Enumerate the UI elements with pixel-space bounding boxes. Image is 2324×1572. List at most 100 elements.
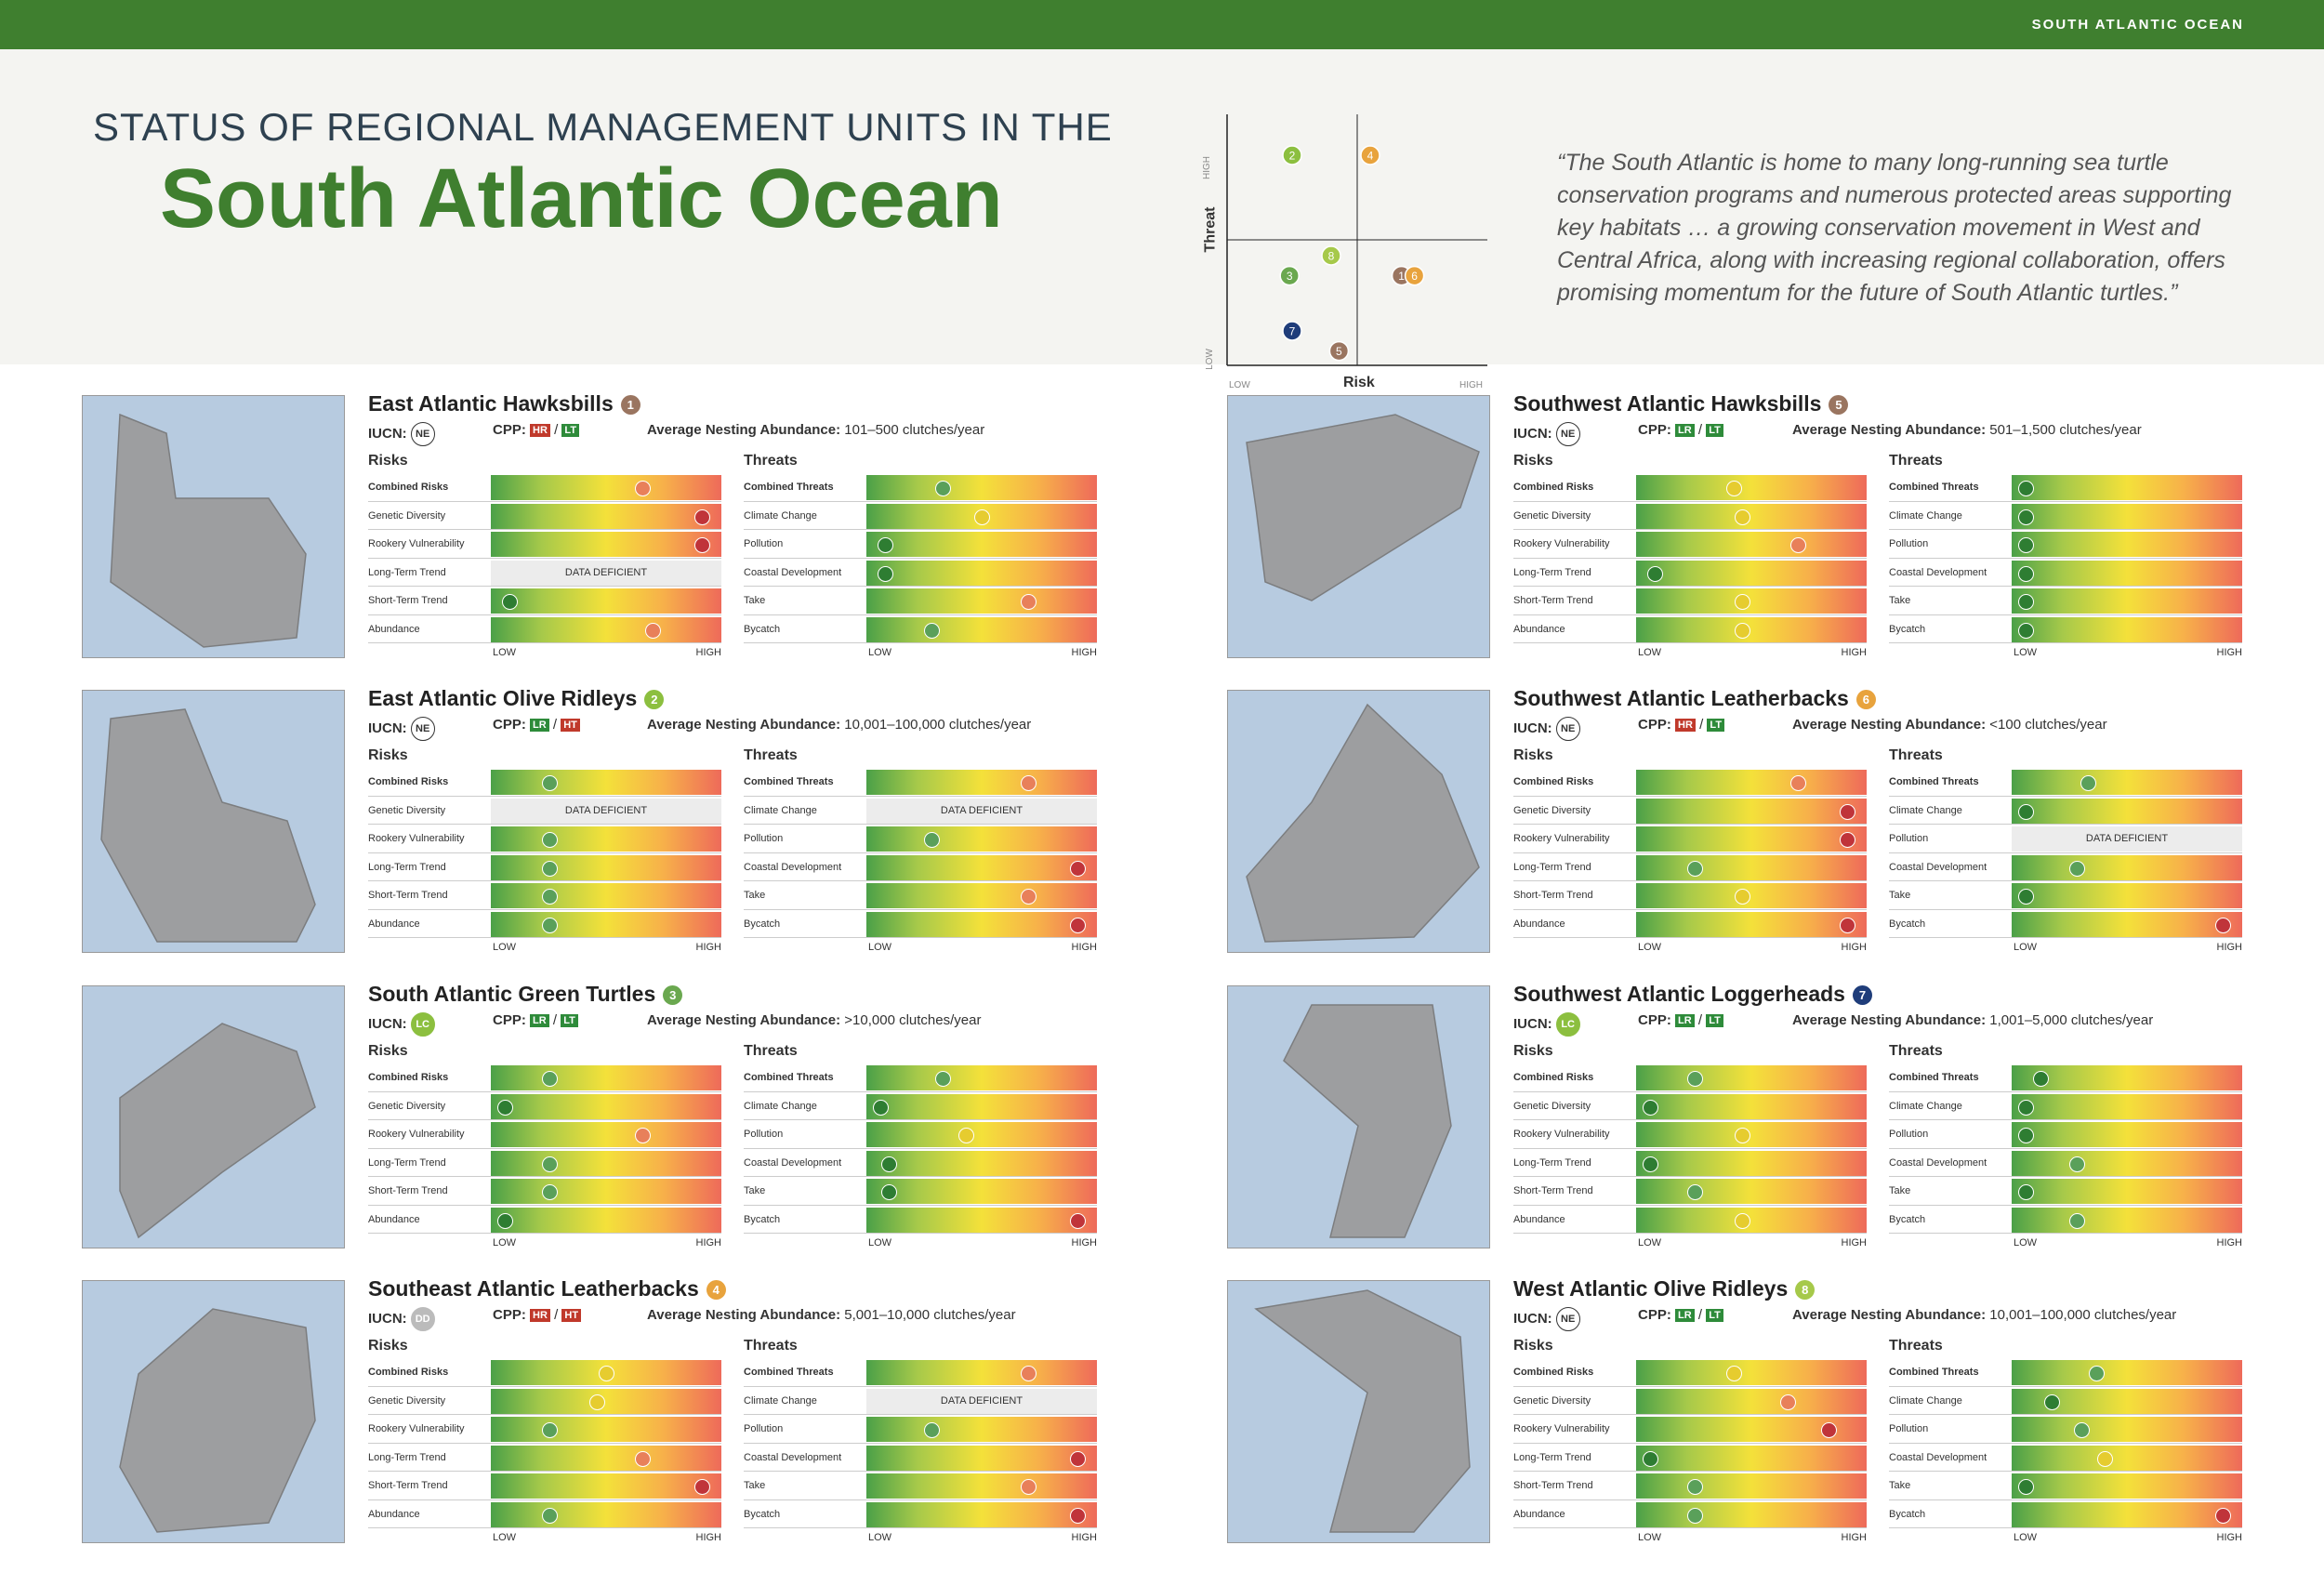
risks-row: Combined Risks [368, 1063, 721, 1092]
rating-dot [1820, 1422, 1837, 1438]
rating-dot [542, 1184, 559, 1200]
rmu-info-row: IUCN: NE CPP: LR / LT Average Nesting Abund… [1513, 422, 2276, 446]
threats-row: Combined Threats [744, 473, 1097, 502]
rating-gradient-bar [1636, 1065, 1867, 1090]
risks-row: Genetic Diversity [1513, 1092, 1867, 1120]
ana-label: Average Nesting Abundance: [647, 1307, 841, 1323]
ana-value: 10,001–100,000 clutches/year [844, 717, 1032, 733]
risks-row: Long-Term Trend [368, 1149, 721, 1177]
threats-row-label: Take [1889, 595, 1911, 606]
risks-row-label: Combined Risks [368, 1367, 449, 1378]
page-header: STATUS OF REGIONAL MANAGEMENT UNITS IN T… [0, 49, 2324, 390]
rating-gradient-bar [866, 883, 1097, 908]
cpp-separator: / [1699, 717, 1704, 733]
rating-dot [1790, 537, 1807, 553]
rating-dot [1840, 803, 1856, 820]
rating-gradient-bar [866, 1065, 1097, 1090]
rating-gradient-bar [491, 588, 721, 614]
rating-gradient-bar [866, 1445, 1097, 1471]
threats-row: Take [1889, 1177, 2242, 1206]
cpp-risk-tag: LR [530, 1014, 549, 1028]
threats-row: Combined Threats [1889, 1063, 2242, 1092]
iucn-label: IUCN: [368, 720, 407, 736]
threats-row-label: Coastal Development [744, 566, 842, 578]
iucn-status-badge: NE [410, 422, 435, 446]
quadrant-point-label: 3 [1287, 270, 1293, 283]
rmu-number-badge: 6 [1855, 690, 1876, 709]
cpp-label: CPP: [1638, 1012, 1671, 1028]
rating-dot [694, 537, 711, 553]
threats-row: Pollution [1889, 1120, 2242, 1149]
risks-row: Short-Term Trend [368, 881, 721, 910]
rmu-info-row: IUCN: LC CPP: LR / LT Average Nesting Abund… [368, 1012, 1130, 1037]
quadrant-point-label: 6 [1411, 270, 1418, 283]
axis-high-label: HIGH [1071, 647, 1098, 658]
threats-row: Combined Threats [1889, 1358, 2242, 1387]
rating-dot [1735, 509, 1751, 525]
cpp-label: CPP: [493, 1012, 526, 1028]
rating-dot [1735, 889, 1751, 905]
risks-table: Risks Combined Risks Genetic Diversity Rook… [1513, 453, 1867, 660]
risks-table: Risks Combined Risks Genetic Diversity Rook… [368, 1338, 721, 1545]
rating-gradient-bar [491, 883, 721, 908]
threats-row-label: Pollution [1889, 538, 1929, 549]
rating-dot [2017, 803, 2034, 820]
risks-row-label: Rookery Vulnerability [368, 833, 465, 844]
axis-high-label: HIGH [695, 1532, 722, 1543]
iucn-label: IUCN: [1513, 1310, 1552, 1327]
ana-label: Average Nesting Abundance: [647, 422, 841, 438]
risks-row: Long-Term Trend [1513, 559, 1867, 587]
threats-row: Take [1889, 1472, 2242, 1500]
rating-dot [542, 1156, 559, 1172]
cpp-label: CPP: [1638, 717, 1671, 733]
rating-gradient-bar [1636, 770, 1867, 795]
threats-row-label: Combined Threats [1889, 1072, 1979, 1083]
rating-gradient-bar [1636, 475, 1867, 500]
threats-axis: LOW HIGH [1889, 938, 2242, 955]
risks-row: Abundance [1513, 615, 1867, 643]
risks-table: Risks Combined Risks Genetic Diversity Rook… [1513, 1043, 1867, 1250]
rating-gradient-bar [491, 1065, 721, 1090]
risks-row: Abundance [368, 910, 721, 938]
threats-row-label: Pollution [744, 538, 784, 549]
threats-row-label: Take [1889, 1185, 1911, 1196]
threats-row: Climate Change DATA DEFICIENT [744, 797, 1097, 825]
risks-axis: LOW HIGH [1513, 1234, 1867, 1250]
quadrant-point-label: 5 [1336, 345, 1342, 358]
rating-gradient-bar [491, 1388, 721, 1414]
rating-gradient-bar [866, 770, 1097, 795]
rating-gradient-bar [2012, 588, 2242, 614]
threats-row: Bycatch [1889, 910, 2242, 938]
rating-gradient-bar [866, 826, 1097, 852]
x-axis-high-label: HIGH [1459, 380, 1483, 390]
rating-gradient-bar [491, 1207, 721, 1233]
ana-value: 1,001–5,000 clutches/year [1989, 1012, 2154, 1028]
risks-heading: Risks [368, 1043, 408, 1059]
rating-gradient-bar [866, 1093, 1097, 1119]
rmu-card: Southwest Atlantic Hawksbills 5 IUCN: NE CPP… [1227, 391, 2296, 665]
rmu-number-badge: 7 [1852, 985, 1872, 1005]
ana-label: Average Nesting Abundance: [647, 1012, 841, 1028]
iucn-label: IUCN: [368, 1310, 407, 1327]
axis-high-label: HIGH [695, 1237, 722, 1248]
cpp-separator: / [552, 1012, 558, 1028]
cpp-threat-tag: LT [1706, 1014, 1723, 1028]
rating-gradient-bar [866, 1360, 1097, 1385]
risks-table: Risks Combined Risks Genetic Diversity Rook… [368, 453, 721, 660]
rating-dot [542, 1422, 559, 1438]
axis-low-label: LOW [868, 1237, 892, 1248]
cpp-label: CPP: [493, 422, 526, 438]
cpp-separator: / [554, 1307, 559, 1323]
rmu-title: Southwest Atlantic Leatherbacks 6 [1513, 686, 1876, 711]
threats-table: Threats Combined Threats Climate Change DAT… [744, 747, 1097, 955]
top-bar: SOUTH ATLANTIC OCEAN [0, 0, 2324, 49]
rating-dot [694, 1479, 711, 1495]
risks-row: Rookery Vulnerability [368, 1415, 721, 1444]
rating-gradient-bar [866, 854, 1097, 880]
rating-dot [1642, 1156, 1658, 1172]
rating-dot [877, 565, 893, 582]
rating-gradient-bar [866, 1417, 1097, 1442]
threats-row-label: Combined Threats [744, 776, 834, 787]
threats-row: Climate Change [744, 502, 1097, 530]
rating-dot [1070, 917, 1087, 933]
